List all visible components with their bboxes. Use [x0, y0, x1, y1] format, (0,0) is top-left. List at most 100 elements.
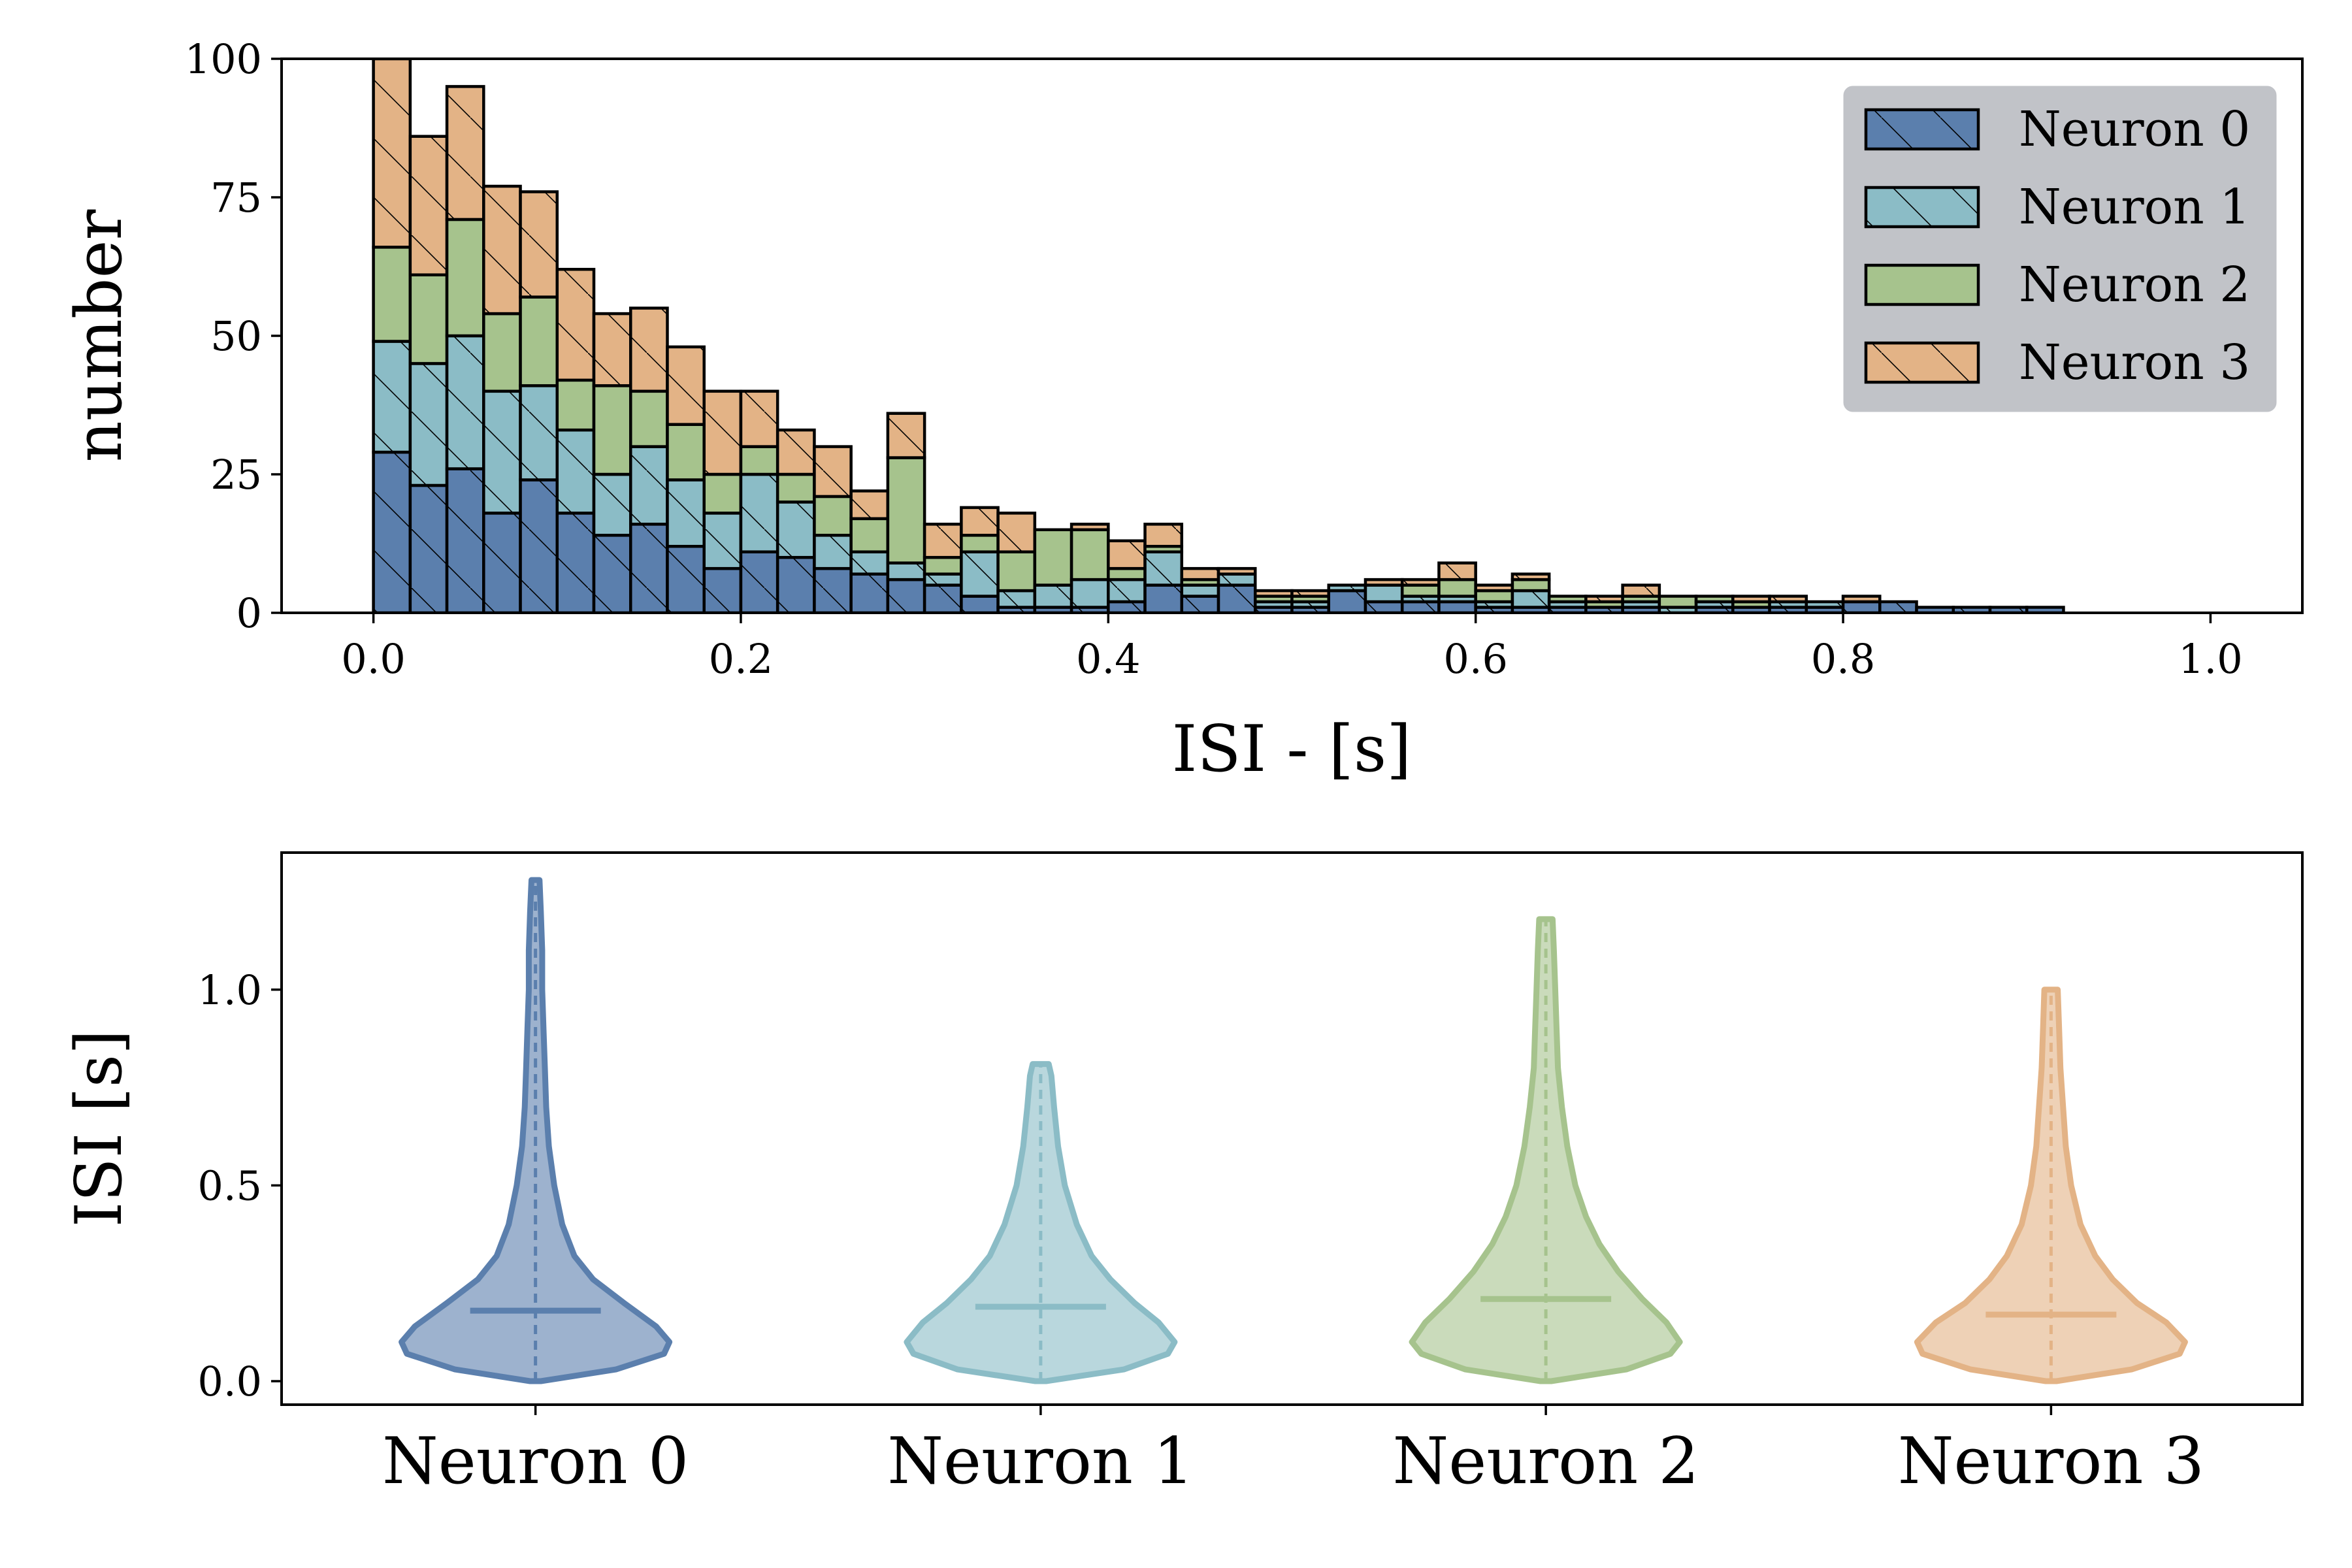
bar-hatch: [594, 474, 631, 536]
bar-hatch: [1843, 602, 1880, 613]
histogram-bar: [482, 312, 522, 393]
bar-hatch: [557, 430, 595, 514]
bar-hatch: [483, 513, 521, 613]
histogram-bar: [1033, 528, 1073, 587]
bar-hatch: [447, 336, 484, 469]
bar-hatch: [1953, 607, 1990, 613]
bar-hatch: [961, 596, 998, 613]
bar-hatch: [630, 446, 668, 525]
bar-hatch: [1586, 607, 1623, 613]
histogram-bar: [1547, 595, 1588, 604]
bar-hatch: [520, 480, 557, 613]
violins: [399, 877, 2188, 1384]
bar-hatch: [1659, 607, 1697, 613]
histogram-bar: [886, 456, 926, 564]
histogram-bar: [445, 218, 485, 338]
legend-label: Neuron 1: [2019, 179, 2250, 235]
bar-hatch: [1365, 585, 1403, 602]
histogram-bar: [1070, 528, 1110, 581]
bar-hatch: [777, 430, 815, 474]
bar-hatch: [1145, 551, 1182, 585]
bar-hatch: [630, 308, 668, 391]
bar-hatch: [1292, 602, 1329, 608]
histogram-bar: [1107, 566, 1147, 581]
bar-hatch: [1622, 607, 1659, 613]
histogram-bar: [923, 555, 963, 576]
bar-hatch: [1255, 607, 1292, 613]
bar-hatch: [1292, 607, 1329, 613]
bar-hatch: [373, 452, 410, 613]
bar-hatch: [1108, 540, 1145, 569]
legend-label: Neuron 3: [2019, 335, 2250, 391]
bar-hatch: [1916, 607, 1953, 613]
bar-hatch: [1255, 602, 1292, 608]
y-tick-label: 0.5: [197, 1162, 262, 1209]
bar-hatch: [1328, 585, 1365, 591]
histogram-bar: [1658, 595, 1698, 609]
bar-hatch: [1696, 602, 1733, 608]
category-label: Neuron 1: [887, 1424, 1194, 1499]
bar-hatch: [373, 341, 410, 453]
bar-hatch: [1402, 580, 1439, 585]
bar-hatch: [1622, 585, 1659, 596]
histogram-bar: [960, 534, 1000, 553]
histogram-bar: [629, 389, 669, 448]
x-tick-label: 0.0: [341, 635, 406, 683]
violin-y-axis-label: ISI [s]: [62, 1030, 137, 1227]
bar-hatch: [814, 446, 851, 497]
bar-hatch: [557, 513, 595, 613]
violin-body: [1409, 916, 1683, 1384]
x-tick-label: 0.2: [709, 635, 774, 683]
bar-hatch: [777, 502, 815, 558]
y-tick-label: 50: [210, 312, 262, 360]
bar-hatch: [887, 413, 925, 458]
histogram-bar: [592, 384, 632, 476]
bar-hatch: [1806, 607, 1844, 613]
bar-hatch: [1880, 602, 1917, 613]
bar-hatch: [1439, 596, 1476, 602]
bar-hatch: [1512, 574, 1550, 580]
bar-hatch: [887, 580, 925, 613]
histogram-bar: [408, 273, 449, 365]
y-tick-label: 1.0: [197, 966, 262, 1014]
bar-hatch: [814, 535, 851, 569]
bar-hatch: [1586, 596, 1623, 602]
violin-x-ticks: Neuron 0 Neuron 1 Neuron 2 Neuron 3: [382, 1405, 2204, 1499]
x-tick-label: 0.4: [1076, 635, 1141, 683]
histogram-bar: [372, 246, 412, 343]
legend-frame: [1843, 86, 2277, 412]
bar-hatch: [1218, 585, 1256, 613]
bar-hatch: [1071, 580, 1109, 608]
bar-hatch: [1402, 596, 1439, 602]
bar-hatch: [373, 59, 410, 248]
bar-hatch: [851, 574, 888, 613]
y-tick-label: 100: [185, 35, 262, 83]
bar-hatch: [704, 513, 741, 569]
bar-hatch: [1769, 596, 1806, 602]
bar-hatch: [924, 585, 962, 613]
bar-hatch: [1549, 602, 1586, 608]
bar-hatch: [1622, 602, 1659, 608]
histogram-bar: [519, 295, 559, 387]
bar-hatch: [1475, 607, 1512, 613]
histogram-bars: [372, 59, 2065, 613]
bar-hatch: [998, 607, 1035, 613]
legend-swatch-hatch: [1866, 343, 1978, 382]
bar-hatch: [998, 513, 1035, 552]
bar-hatch: [594, 535, 631, 613]
bar-hatch: [740, 474, 778, 552]
bar-hatch: [1696, 607, 1733, 613]
legend-label: Neuron 2: [2019, 257, 2250, 313]
bar-hatch: [1769, 607, 1806, 613]
histogram-x-axis-label: ISI - [s]: [1172, 712, 1412, 787]
bar-hatch: [1034, 585, 1072, 608]
bar-hatch: [704, 568, 741, 613]
histogram-x-ticks: 0.0 0.2 0.4 0.6 0.8 1.0: [341, 613, 2243, 683]
bar-hatch: [1108, 602, 1145, 613]
histogram-bar: [1437, 578, 1477, 598]
bar-hatch: [1292, 591, 1329, 596]
violin-y-ticks: 0.0 0.5 1.0: [197, 966, 282, 1405]
bar-hatch: [1218, 574, 1256, 585]
